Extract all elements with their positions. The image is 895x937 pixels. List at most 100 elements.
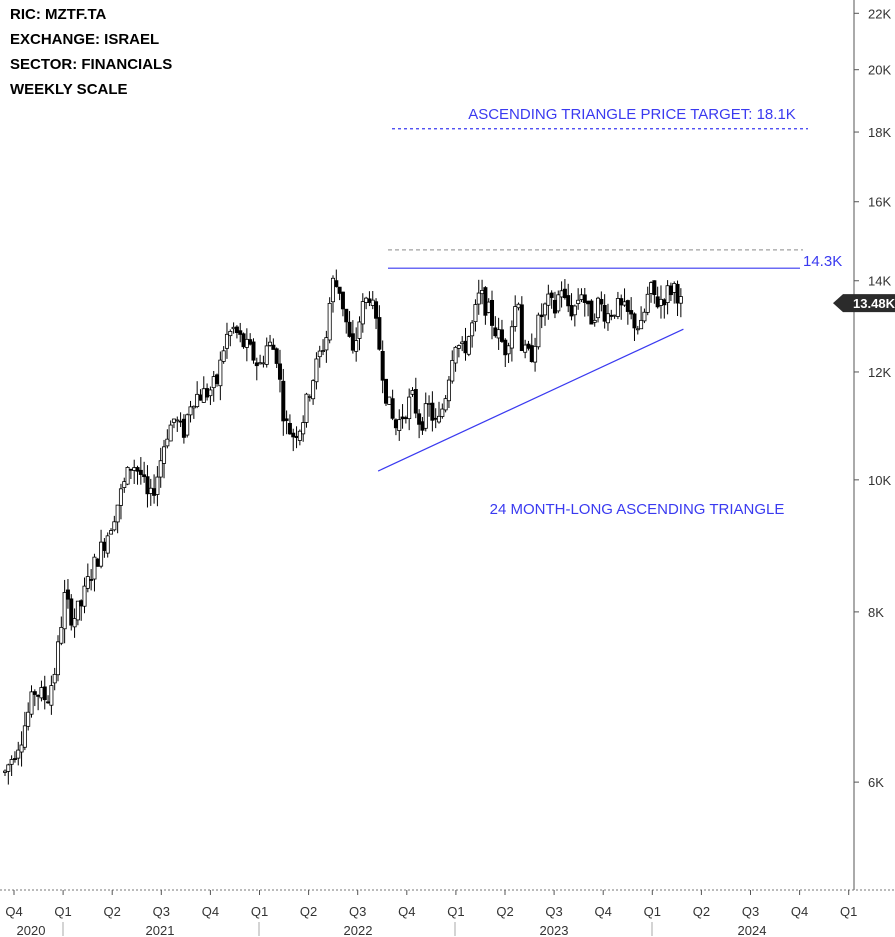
candle-body: [450, 360, 455, 382]
candle-body: [218, 359, 223, 387]
candle-body: [493, 327, 498, 337]
candle-body: [612, 314, 617, 317]
candle-body: [340, 291, 345, 310]
candle-body: [297, 430, 302, 441]
candle-body: [586, 300, 591, 305]
candle-body: [374, 301, 379, 319]
candle-body: [655, 296, 660, 308]
candle-body: [241, 333, 246, 348]
candle-body: [29, 691, 34, 715]
candle-body: [639, 319, 644, 330]
y-tick-label: 16K: [868, 195, 891, 210]
y-tick-label: 10K: [868, 473, 891, 488]
candle-body: [49, 685, 54, 706]
candle-body: [102, 541, 107, 551]
candle-body: [407, 396, 412, 420]
candle-body: [158, 460, 163, 478]
candle-body: [135, 467, 140, 472]
candle-body: [125, 467, 130, 485]
candle-body: [602, 305, 607, 322]
candle-body: [314, 358, 319, 383]
candle-body: [387, 396, 392, 405]
exchange-label: EXCHANGE: ISRAEL: [10, 31, 160, 48]
candle-body: [36, 694, 41, 697]
candle-body: [291, 432, 296, 438]
candle-body: [566, 295, 571, 307]
candle-body: [403, 417, 408, 420]
candle-body: [221, 350, 226, 362]
candle-body: [16, 749, 21, 759]
candle-body: [446, 379, 451, 402]
candle-body: [12, 758, 17, 760]
x-tick-label: Q4: [791, 904, 808, 919]
candle-body: [307, 396, 312, 398]
candle-body: [191, 405, 196, 409]
x-tick-label: Q3: [153, 904, 170, 919]
candle-body: [165, 438, 170, 447]
candle-body: [427, 403, 432, 405]
candle-body: [430, 402, 435, 421]
x-tick-label: Q4: [202, 904, 219, 919]
last-price-tag: [833, 294, 895, 313]
candle-body: [354, 340, 359, 352]
candle-body: [330, 277, 335, 303]
candle-body: [89, 579, 94, 581]
candle-body: [466, 336, 471, 355]
candle-body: [22, 725, 27, 748]
candle-body: [301, 422, 306, 435]
candle-body: [370, 299, 375, 306]
x-year-label: 2022: [344, 923, 373, 937]
candle-body: [486, 301, 491, 313]
candle-body: [109, 530, 114, 535]
candle-body: [417, 413, 422, 425]
x-year-label: 2021: [146, 923, 175, 937]
candle-body: [112, 521, 117, 531]
candle-body: [42, 686, 47, 701]
candle-body: [556, 294, 561, 312]
candle-body: [69, 598, 74, 626]
candle-body: [224, 333, 229, 349]
candle-body: [513, 306, 518, 327]
candle-body: [195, 393, 200, 407]
candle-body: [360, 301, 365, 325]
candle-body: [211, 376, 216, 389]
candle-body: [559, 290, 564, 298]
x-tick-label: Q1: [644, 904, 661, 919]
chart-info: RIC: MZTF.TA EXCHANGE: ISRAEL SECTOR: FI…: [10, 2, 172, 102]
triangle-label: 24 MONTH-LONG ASCENDING TRIANGLE: [490, 501, 785, 518]
candle-body: [99, 541, 104, 567]
candle-body: [463, 340, 468, 354]
candle-body: [645, 293, 650, 313]
candle-body: [367, 298, 372, 303]
candle-body: [281, 380, 286, 422]
candle-body: [350, 333, 355, 351]
candle-body: [456, 345, 461, 349]
candle-body: [347, 321, 352, 337]
candle-body: [175, 419, 180, 422]
candle-body: [629, 310, 634, 315]
candle-body: [168, 424, 173, 442]
sector-label: SECTOR: FINANCIALS: [10, 56, 173, 73]
price-target-label: ASCENDING TRIANGLE PRICE TARGET: 18.1K: [468, 106, 796, 123]
candle-body: [294, 435, 299, 439]
candle-body: [499, 329, 504, 342]
candle-body: [287, 422, 292, 435]
candle-body: [311, 380, 316, 400]
candle-body: [546, 293, 551, 306]
x-tick-label: Q4: [595, 904, 612, 919]
scale-label: WEEKLY SCALE: [10, 81, 128, 98]
candle-body: [539, 314, 544, 318]
candle-body: [413, 389, 418, 414]
x-tick-label: Q2: [496, 904, 513, 919]
candle-body: [148, 487, 153, 494]
candle-body: [185, 414, 190, 436]
candle-body: [649, 282, 654, 294]
candle-body: [271, 344, 276, 350]
candle-body: [480, 290, 485, 295]
x-tick-label: Q1: [251, 904, 268, 919]
x-tick-label: Q4: [398, 904, 415, 919]
candle-body: [321, 350, 326, 352]
candle-body: [605, 313, 610, 324]
candle-body: [171, 418, 176, 423]
